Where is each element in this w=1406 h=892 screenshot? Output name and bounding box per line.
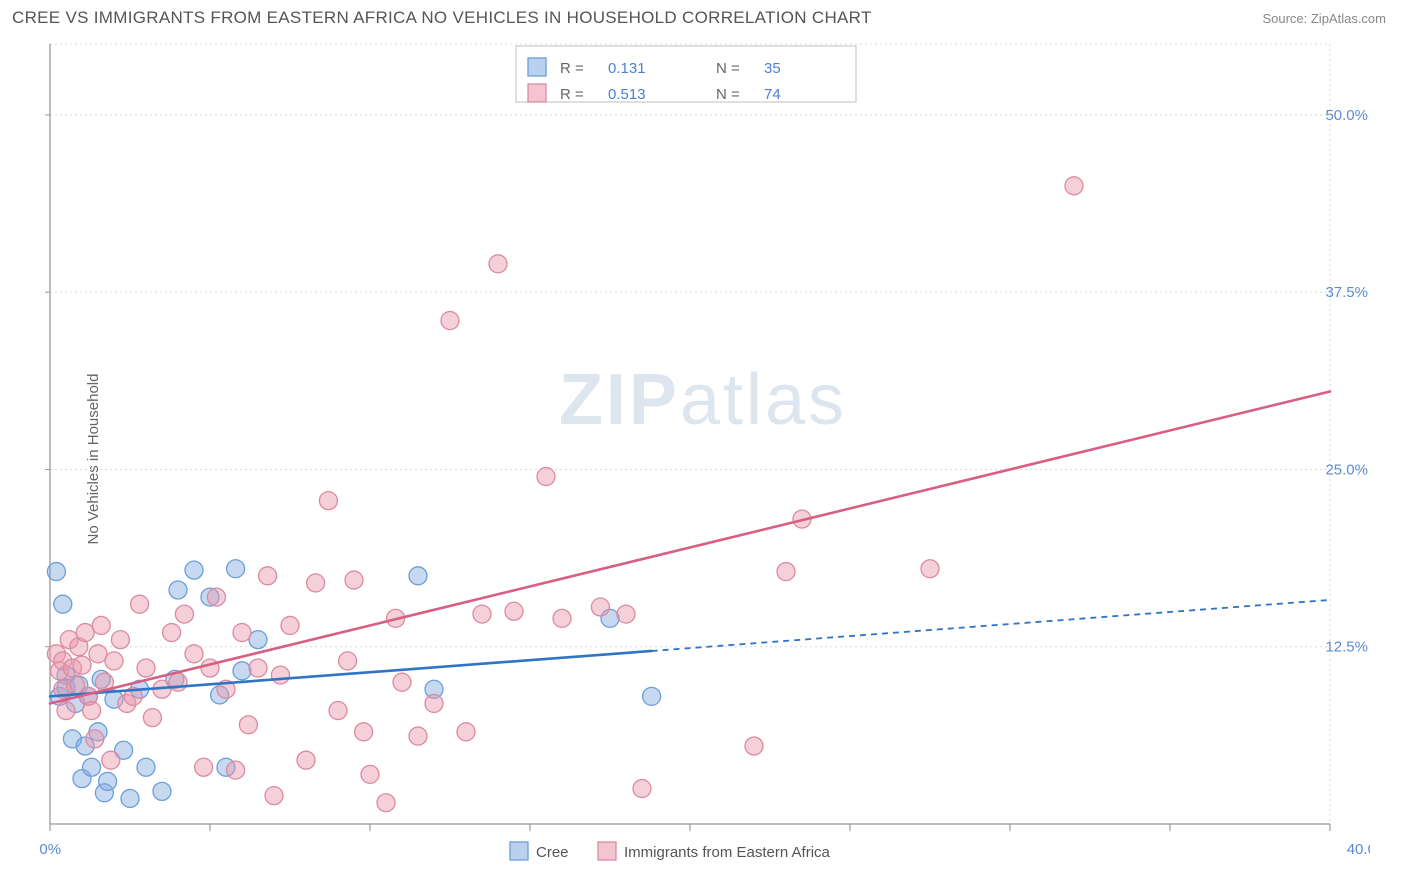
svg-text:Immigrants from Eastern Africa: Immigrants from Eastern Africa xyxy=(624,844,831,861)
svg-text:0.131: 0.131 xyxy=(608,60,646,77)
chart-header: CREE VS IMMIGRANTS FROM EASTERN AFRICA N… xyxy=(0,0,1406,34)
svg-text:50.0%: 50.0% xyxy=(1325,107,1368,124)
svg-text:40.0%: 40.0% xyxy=(1347,841,1370,858)
scatter-plot: 12.5% 25.0% 37.5% 50.0% 0.0% 40.0% R = 0.131 N =… xyxy=(40,34,1370,864)
svg-text:R =: R = xyxy=(560,60,584,77)
source-prefix: Source: xyxy=(1262,11,1310,26)
chart-source: Source: ZipAtlas.com xyxy=(1262,11,1386,26)
svg-text:37.5%: 37.5% xyxy=(1325,284,1368,301)
chart-title: CREE VS IMMIGRANTS FROM EASTERN AFRICA N… xyxy=(12,8,872,28)
svg-text:12.5%: 12.5% xyxy=(1325,639,1368,656)
svg-text:25.0%: 25.0% xyxy=(1325,461,1368,478)
svg-text:N =: N = xyxy=(716,60,740,77)
chart-area: No Vehicles in Household ZIPatlas 12.5%2… xyxy=(0,34,1406,884)
svg-text:R =: R = xyxy=(560,86,584,103)
svg-text:N =: N = xyxy=(716,86,740,103)
source-name: ZipAtlas.com xyxy=(1311,11,1386,26)
svg-text:Cree: Cree xyxy=(536,844,569,861)
svg-text:74: 74 xyxy=(764,86,781,103)
svg-text:0.513: 0.513 xyxy=(608,86,646,103)
svg-text:0.0%: 0.0% xyxy=(40,841,61,858)
svg-text:35: 35 xyxy=(764,60,781,77)
